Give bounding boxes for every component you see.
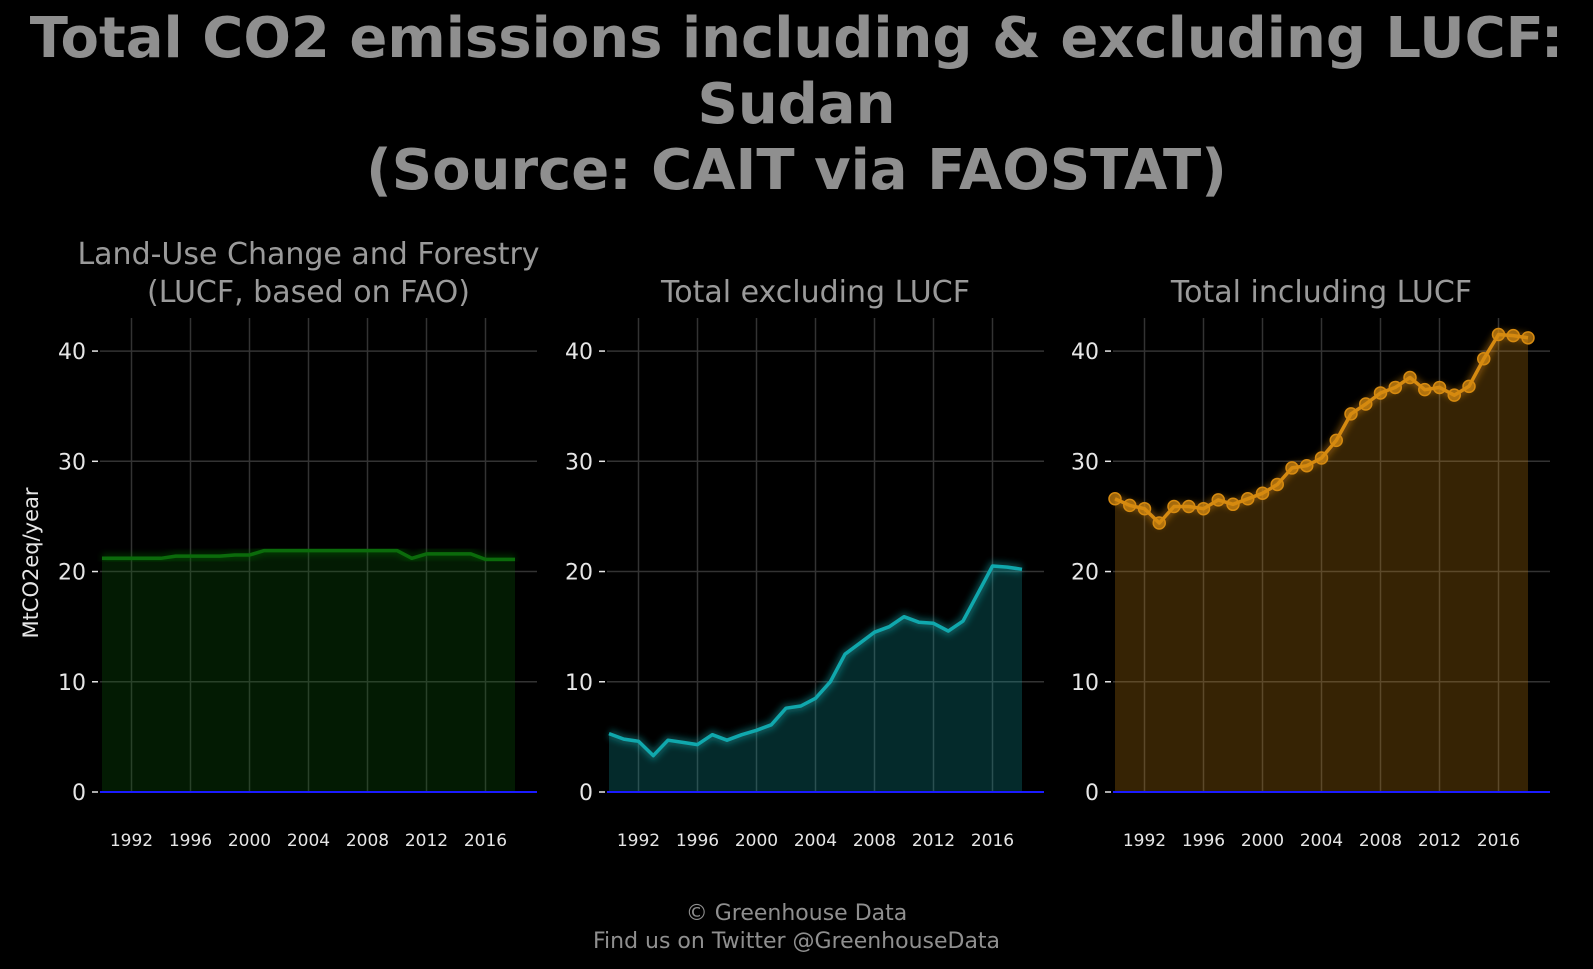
- x-tick-label: 2008: [853, 831, 896, 851]
- y-tick-label: 20: [58, 561, 86, 586]
- x-tick-label: 1992: [110, 831, 153, 851]
- x-tick-label: 1992: [617, 831, 660, 851]
- x-tick-label: 2016: [971, 831, 1014, 851]
- data-point: [1388, 380, 1402, 395]
- y-tick-label: 20: [1071, 561, 1099, 586]
- data-point: [1123, 498, 1137, 513]
- panel-1: 0 10 20 30 40 1992 1996 2000 2004 2008 2012 2016 Lan…: [19, 237, 540, 851]
- chart-title-line-2: (Source: CAIT via FAOSTAT): [366, 138, 1227, 203]
- data-point: [1196, 501, 1211, 516]
- x-tick-label: 1992: [1123, 831, 1166, 851]
- panel-title-line: Total excluding LUCF: [660, 275, 970, 310]
- panel-2: 0 10 20 30 40 1992 1996 2000 2004 2008 2012 2016 Tot…: [565, 275, 1044, 851]
- data-point: [1477, 352, 1491, 366]
- y-tick-label: 10: [58, 671, 86, 696]
- footer: © Greenhouse Data Find us on Twitter @Gr…: [0, 900, 1593, 956]
- twitter-credit: Find us on Twitter @GreenhouseData: [592, 929, 1001, 954]
- panel-title-line: (LUCF, based on FAO): [147, 275, 470, 310]
- x-tick-label: 2000: [1241, 831, 1284, 851]
- data-point: [1226, 497, 1240, 512]
- series-area: [1115, 334, 1528, 792]
- y-tick-label: 30: [1071, 450, 1099, 475]
- x-tick-label: 1996: [1182, 831, 1225, 851]
- panel-title-line: Land-Use Change and Forestry: [77, 237, 539, 272]
- x-tick-label: 2012: [1418, 831, 1461, 851]
- y-tick-label: 40: [565, 340, 593, 365]
- data-point: [1462, 379, 1476, 394]
- data-point: [1285, 461, 1299, 475]
- data-point: [1211, 493, 1225, 507]
- data-point: [1270, 477, 1284, 492]
- panel-3: 0 10 20 30 40 1992 1996 2000 2004 2008 2012 2016 Tot…: [1071, 275, 1550, 851]
- x-tick-label: 2004: [1300, 831, 1343, 851]
- data-point: [1182, 499, 1196, 514]
- chart-title-line-1: Total CO2 emissions including & excludin…: [29, 6, 1564, 137]
- data-point: [1255, 486, 1270, 501]
- data-point: [1167, 499, 1181, 514]
- y-tick-label: 40: [1071, 340, 1099, 365]
- copyright-text: © Greenhouse Data: [685, 901, 908, 926]
- panel-title-line: Total including LUCF: [1170, 275, 1472, 310]
- y-tick-label: 30: [58, 450, 86, 475]
- y-axis-label: MtCO2eq/year: [19, 487, 43, 638]
- x-tick-label: 2004: [794, 831, 837, 851]
- x-tick-label: 2012: [912, 831, 955, 851]
- data-point: [1373, 386, 1388, 400]
- data-point: [1403, 370, 1417, 385]
- x-tick-label: 2016: [1477, 831, 1520, 851]
- x-tick-label: 1996: [169, 831, 212, 851]
- x-tick-label: 2012: [405, 831, 448, 851]
- x-tick-label: 1996: [676, 831, 719, 851]
- data-point: [1137, 501, 1152, 516]
- series-line: [608, 564, 1023, 758]
- data-point: [1521, 331, 1535, 345]
- x-tick-label: 2008: [346, 831, 389, 851]
- y-tick-label: 20: [565, 561, 593, 586]
- data-point: [1108, 492, 1122, 506]
- x-tick-label: 2008: [1359, 831, 1402, 851]
- y-tick-label: 30: [565, 450, 593, 475]
- y-tick-label: 0: [579, 781, 593, 806]
- data-point: [1447, 388, 1461, 402]
- data-point: [1506, 328, 1520, 343]
- data-point: [1359, 397, 1373, 411]
- series-line: [102, 548, 515, 562]
- y-tick-label: 0: [72, 781, 86, 806]
- x-tick-label: 2000: [228, 831, 271, 851]
- data-point: [1329, 433, 1343, 448]
- x-tick-label: 2016: [464, 831, 507, 851]
- data-point: [1314, 451, 1329, 465]
- data-point: [1432, 380, 1447, 395]
- y-tick-label: 40: [58, 340, 86, 365]
- data-point: [1241, 492, 1255, 506]
- y-tick-label: 10: [565, 671, 593, 696]
- data-point: [1152, 516, 1166, 530]
- chart-title: Total CO2 emissions including & excludin…: [0, 6, 1593, 204]
- x-tick-label: 2000: [735, 831, 778, 851]
- y-tick-label: 10: [1071, 671, 1099, 696]
- data-point: [1300, 458, 1314, 473]
- data-point: [1491, 327, 1506, 342]
- series-area: [102, 550, 515, 792]
- data-point: [1418, 382, 1432, 397]
- data-point: [1344, 407, 1358, 421]
- y-tick-label: 0: [1085, 781, 1099, 806]
- x-tick-label: 2004: [287, 831, 330, 851]
